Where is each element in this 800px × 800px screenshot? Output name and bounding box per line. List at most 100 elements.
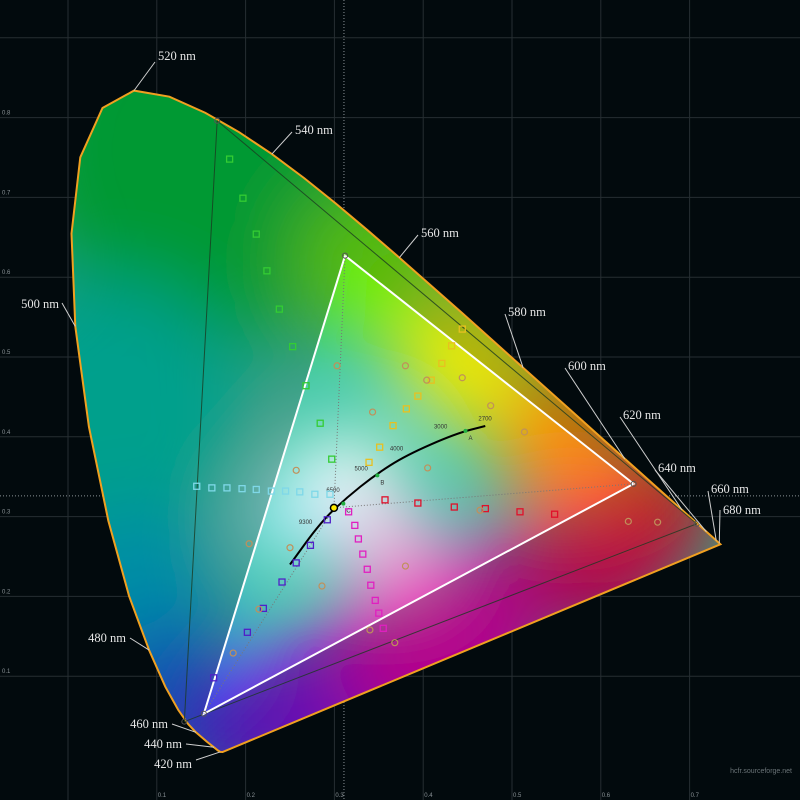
measurement-circle — [229, 649, 237, 657]
wavelength-label: 520 nm — [158, 49, 196, 63]
wavelength-leader-line — [133, 61, 156, 91]
x-tick-label: 0.1 — [158, 793, 167, 799]
wavelength-leader-line — [707, 490, 717, 541]
measurement-square — [371, 596, 379, 605]
gamut-vertex — [200, 710, 207, 717]
measurement-circle — [458, 374, 466, 382]
measurement-square — [238, 485, 246, 493]
measurement-circle — [624, 517, 632, 525]
y-tick-label: 0.6 — [2, 270, 11, 276]
measurement-square — [447, 342, 456, 350]
measurement-square — [351, 521, 359, 530]
wavelength-label: 440 nm — [144, 737, 182, 751]
measurement-square — [259, 604, 268, 613]
measurement-square — [550, 510, 559, 518]
measurement-square — [414, 392, 422, 400]
x-tick-label: 0.7 — [691, 793, 700, 799]
measurement-circle — [401, 362, 410, 370]
measurement-square — [252, 230, 260, 238]
measurement-square — [389, 421, 397, 430]
measurement-square — [289, 342, 297, 351]
measurement-square — [359, 550, 367, 558]
measurement-square — [292, 559, 300, 567]
illuminant-point — [341, 501, 346, 506]
measurement-circle — [292, 466, 300, 474]
illuminant-point — [375, 473, 380, 478]
measurement-square — [209, 674, 218, 682]
measurement-square — [516, 508, 524, 516]
x-tick-label: 0.6 — [602, 793, 611, 799]
measurement-square — [365, 458, 373, 466]
measurement-square — [363, 565, 371, 573]
primary-guide-line — [333, 483, 634, 509]
chart-marks: 420 nm 440 nm 460 nm 480 nm 500 nm 520 nm 540 … — [21, 49, 761, 771]
measurement-square — [438, 359, 446, 368]
cct-label: 2700 — [478, 416, 492, 422]
wavelength-label: 560 nm — [421, 226, 459, 240]
cct-label: 5000 — [354, 466, 368, 472]
y-tick-label: 0.4 — [2, 430, 11, 436]
wavelength-label: 620 nm — [623, 408, 661, 422]
measurement-square — [414, 499, 422, 507]
y-tick-label: 0.2 — [2, 589, 11, 595]
wavelength-label: 480 nm — [88, 631, 126, 645]
wavelength-label: 600 nm — [568, 359, 606, 373]
wavelength-leader-line — [398, 234, 419, 258]
white-point-marker — [329, 503, 339, 513]
measurement-circle — [476, 506, 484, 514]
out-of-gamut-shade — [71, 90, 721, 753]
x-tick-label: 0.5 — [513, 793, 522, 799]
planckian-locus — [289, 425, 486, 566]
cct-label: 3000 — [434, 425, 448, 431]
measurement-square — [252, 485, 260, 494]
cct-label: 4000 — [390, 446, 404, 452]
wavelength-leader-line — [195, 751, 221, 761]
measurement-square — [375, 609, 383, 617]
measurement-square — [323, 516, 331, 524]
color-blob — [71, 278, 246, 563]
measurement-square — [208, 484, 216, 492]
measurement-square — [278, 578, 286, 586]
measurement-square — [344, 508, 353, 516]
x-tick-label: 0.4 — [424, 793, 433, 799]
illuminant-label: B — [380, 480, 384, 486]
measured-gamut-triangle — [202, 253, 636, 716]
gamut-vertex — [214, 117, 221, 124]
wavelength-leader-line — [654, 469, 707, 533]
measurement-square — [376, 443, 384, 451]
measurement-square — [243, 628, 252, 636]
wavelength-leader-line — [619, 416, 683, 511]
measurement-circle — [318, 582, 326, 590]
measurement-square — [267, 487, 276, 495]
primary-guide-line — [333, 255, 346, 508]
measurement-circle — [368, 408, 377, 416]
wavelength-label: 420 nm — [154, 757, 192, 771]
y-tick-label: 0.3 — [2, 510, 11, 516]
illuminant-label: C — [346, 509, 351, 515]
measurement-square — [427, 376, 435, 384]
gamut-vertex — [630, 480, 637, 487]
wavelength-label: 500 nm — [21, 297, 59, 311]
measurement-square — [326, 490, 334, 498]
wavelength-leader-line — [129, 637, 150, 651]
measurement-square — [379, 624, 387, 632]
y-tick-label: 0.7 — [2, 190, 11, 196]
wavelength-label: 660 nm — [711, 482, 749, 496]
wavelength-leader-line — [564, 367, 626, 460]
measurement-circle — [401, 562, 410, 570]
illuminant-label: A — [468, 436, 472, 442]
wavelength-leader-line — [271, 131, 293, 155]
illuminant-point — [463, 428, 468, 433]
measurement-square — [225, 155, 234, 163]
measurement-square — [458, 325, 466, 333]
measurement-circle — [333, 362, 341, 370]
measurement-square — [263, 267, 271, 275]
wavelength-label: 580 nm — [508, 305, 546, 319]
measurement-circle — [424, 464, 432, 472]
wavelength-label: 640 nm — [658, 461, 696, 475]
measurement-circle — [245, 540, 253, 548]
measurement-square — [367, 581, 375, 589]
measurement-circle — [391, 639, 399, 647]
